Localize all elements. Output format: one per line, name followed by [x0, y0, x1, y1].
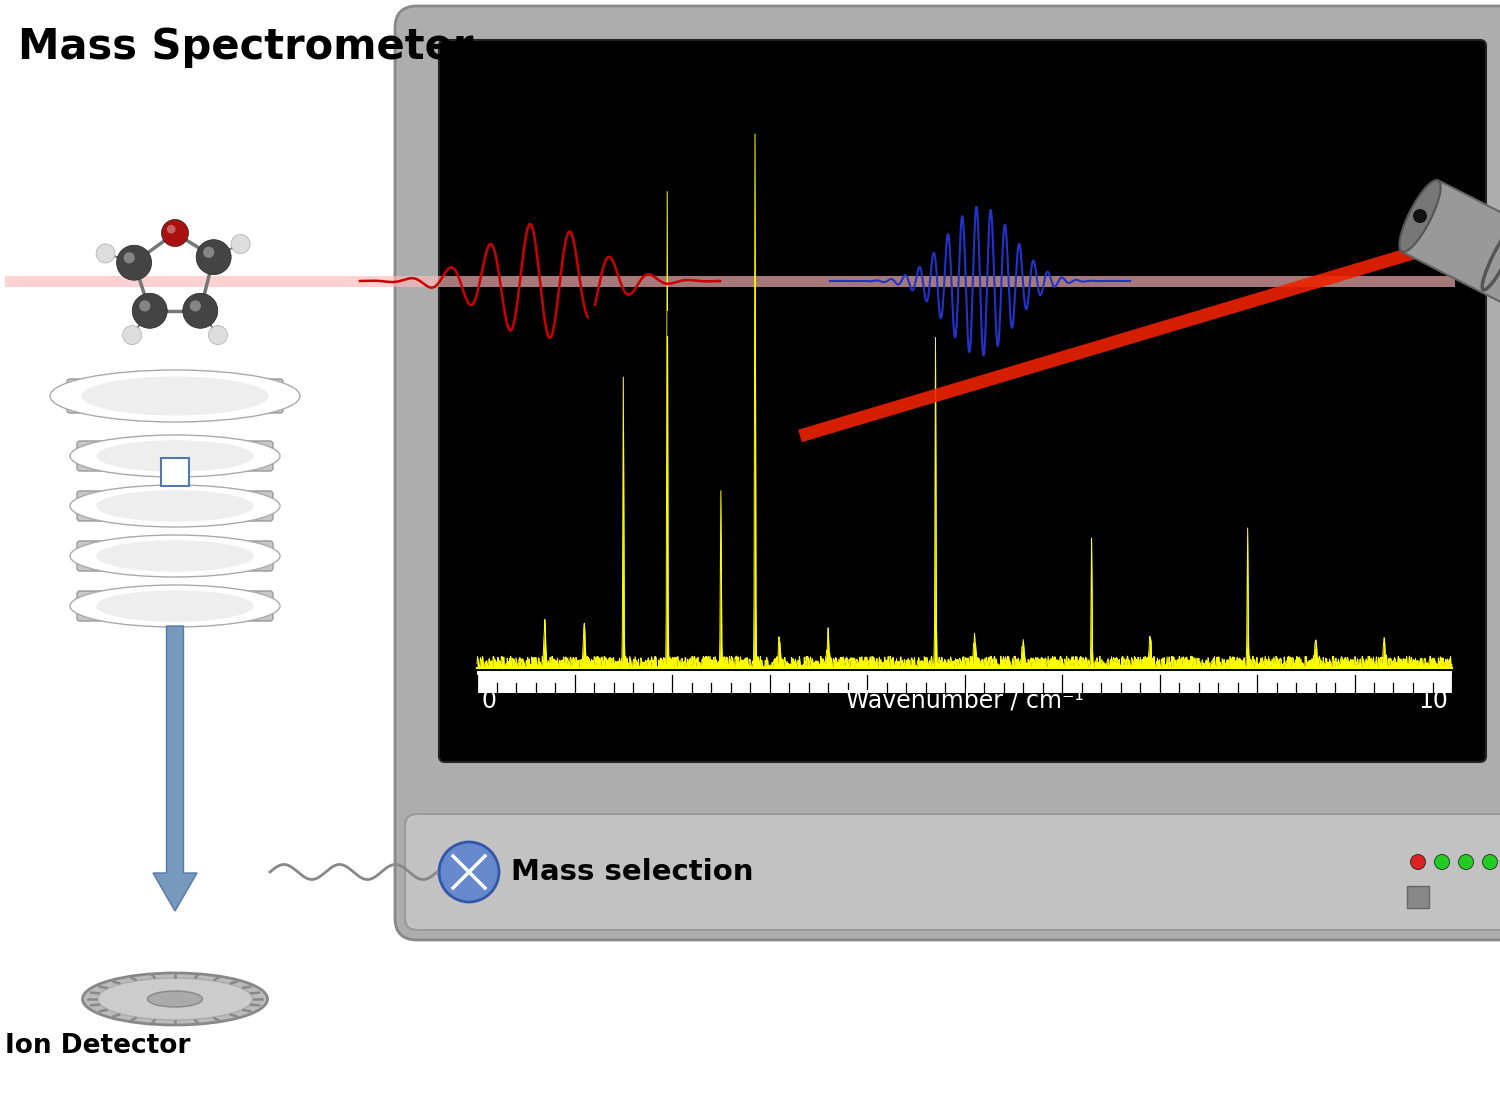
FancyArrow shape: [798, 233, 1462, 442]
Ellipse shape: [1400, 180, 1440, 252]
FancyArrow shape: [4, 276, 1455, 287]
Ellipse shape: [50, 370, 300, 422]
FancyBboxPatch shape: [76, 441, 273, 471]
Ellipse shape: [96, 540, 254, 572]
Ellipse shape: [70, 486, 280, 527]
Text: Mass selection: Mass selection: [512, 858, 753, 885]
Circle shape: [209, 326, 228, 344]
Polygon shape: [1402, 180, 1500, 318]
Circle shape: [140, 300, 150, 311]
Circle shape: [440, 842, 500, 902]
Ellipse shape: [70, 436, 280, 477]
FancyBboxPatch shape: [76, 591, 273, 621]
FancyBboxPatch shape: [76, 491, 273, 521]
Ellipse shape: [81, 377, 268, 416]
Ellipse shape: [96, 490, 254, 522]
Circle shape: [1482, 854, 1497, 870]
FancyBboxPatch shape: [440, 40, 1486, 762]
Ellipse shape: [82, 973, 267, 1025]
Circle shape: [96, 244, 116, 263]
Text: Mass Spectrometer: Mass Spectrometer: [18, 26, 474, 68]
FancyBboxPatch shape: [76, 541, 273, 571]
Ellipse shape: [96, 440, 254, 472]
Bar: [477, 671, 1452, 693]
Circle shape: [162, 220, 189, 247]
Circle shape: [123, 252, 135, 263]
FancyBboxPatch shape: [405, 814, 1500, 930]
Ellipse shape: [96, 590, 254, 622]
Circle shape: [132, 293, 166, 328]
Circle shape: [1458, 854, 1473, 870]
Text: Wavenumber / cm⁻¹: Wavenumber / cm⁻¹: [846, 689, 1083, 713]
Circle shape: [1410, 854, 1425, 870]
Text: Ion Detector: Ion Detector: [4, 1033, 190, 1059]
Ellipse shape: [70, 585, 280, 627]
FancyArrow shape: [153, 625, 197, 911]
Circle shape: [196, 240, 231, 274]
Circle shape: [183, 293, 218, 328]
Circle shape: [202, 247, 214, 258]
Bar: [160, 458, 189, 486]
Circle shape: [123, 326, 141, 344]
Text: 10: 10: [1418, 689, 1448, 713]
Circle shape: [117, 246, 152, 280]
Text: Pump: Pump: [585, 306, 687, 337]
Ellipse shape: [70, 536, 280, 577]
Text: 0: 0: [482, 689, 496, 713]
Circle shape: [231, 234, 251, 253]
FancyBboxPatch shape: [394, 6, 1500, 940]
Bar: [1407, 885, 1430, 908]
Circle shape: [166, 224, 176, 233]
Circle shape: [1413, 209, 1426, 223]
FancyBboxPatch shape: [68, 379, 284, 413]
Ellipse shape: [98, 978, 252, 1020]
Ellipse shape: [147, 991, 202, 1007]
Circle shape: [1434, 854, 1449, 870]
Text: Probe: Probe: [1136, 180, 1240, 211]
Circle shape: [190, 300, 201, 311]
